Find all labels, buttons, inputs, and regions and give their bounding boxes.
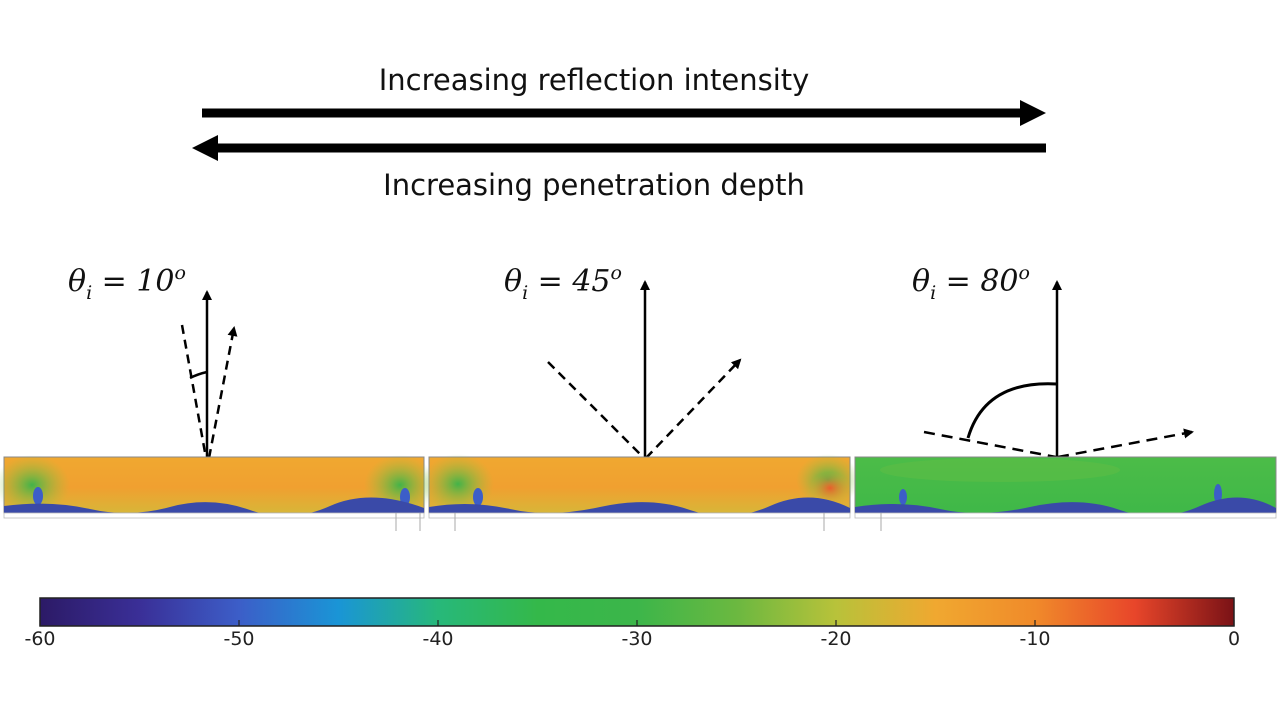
reflected-ray: [207, 326, 238, 459]
intensity-arrows: Increasing reflection intensity Increasi…: [192, 63, 1046, 202]
field-substrate: [428, 512, 851, 519]
field-hotspot: [810, 472, 850, 504]
field-bottom-edge: [4, 497, 424, 517]
colorbar-tick-label: 0: [1228, 628, 1240, 650]
reflected-ray: [645, 358, 742, 459]
field-edge-left: [0, 455, 70, 515]
colorbar-tick-label: -50: [223, 628, 254, 650]
colorbar-tick-label: -30: [621, 628, 652, 650]
reflected-ray: [1057, 428, 1194, 459]
angle-label-45: θi = 45o: [504, 262, 622, 304]
field-bottom-edge: [855, 497, 1276, 517]
field-lowspot: [899, 489, 907, 505]
incident-ray: [547, 361, 645, 459]
field-glow: [880, 458, 1120, 482]
colorbar-ticks: -60 -50 -40 -30 -20 -10 0: [24, 620, 1240, 650]
colorbar-tick-label: -40: [422, 628, 453, 650]
field-bottom-edge: [429, 497, 850, 517]
right-arrow-head: [1020, 100, 1046, 126]
colorbar-tick-label: -20: [820, 628, 851, 650]
colorbar-tick-label: -60: [24, 628, 55, 650]
incident-ray: [180, 324, 208, 459]
angle-arc: [189, 370, 208, 380]
left-arrow-head: [192, 135, 218, 161]
colorbar-tick-label: -10: [1019, 628, 1050, 650]
field-substrate: [3, 512, 425, 519]
panel-incidence-45: θi = 45o: [422, 262, 860, 531]
panel-incidence-10: θi = 10o: [0, 262, 436, 531]
penetration-depth-caption: Increasing penetration depth: [383, 168, 805, 202]
angle-label-10: θi = 10o: [68, 262, 186, 304]
field-lowspot: [473, 488, 483, 506]
colorbar: -60 -50 -40 -30 -20 -10 0: [24, 597, 1240, 650]
incident-ray: [923, 430, 1057, 459]
field-lowspot: [33, 487, 43, 505]
angle-arc: [966, 382, 1058, 439]
angle-label-80: θi = 80o: [912, 262, 1030, 304]
field-lowspot: [1214, 484, 1222, 504]
field-substrate: [854, 512, 1277, 519]
reflection-intensity-caption: Increasing reflection intensity: [379, 63, 810, 97]
panel-incidence-80: θi = 80o: [854, 262, 1277, 531]
